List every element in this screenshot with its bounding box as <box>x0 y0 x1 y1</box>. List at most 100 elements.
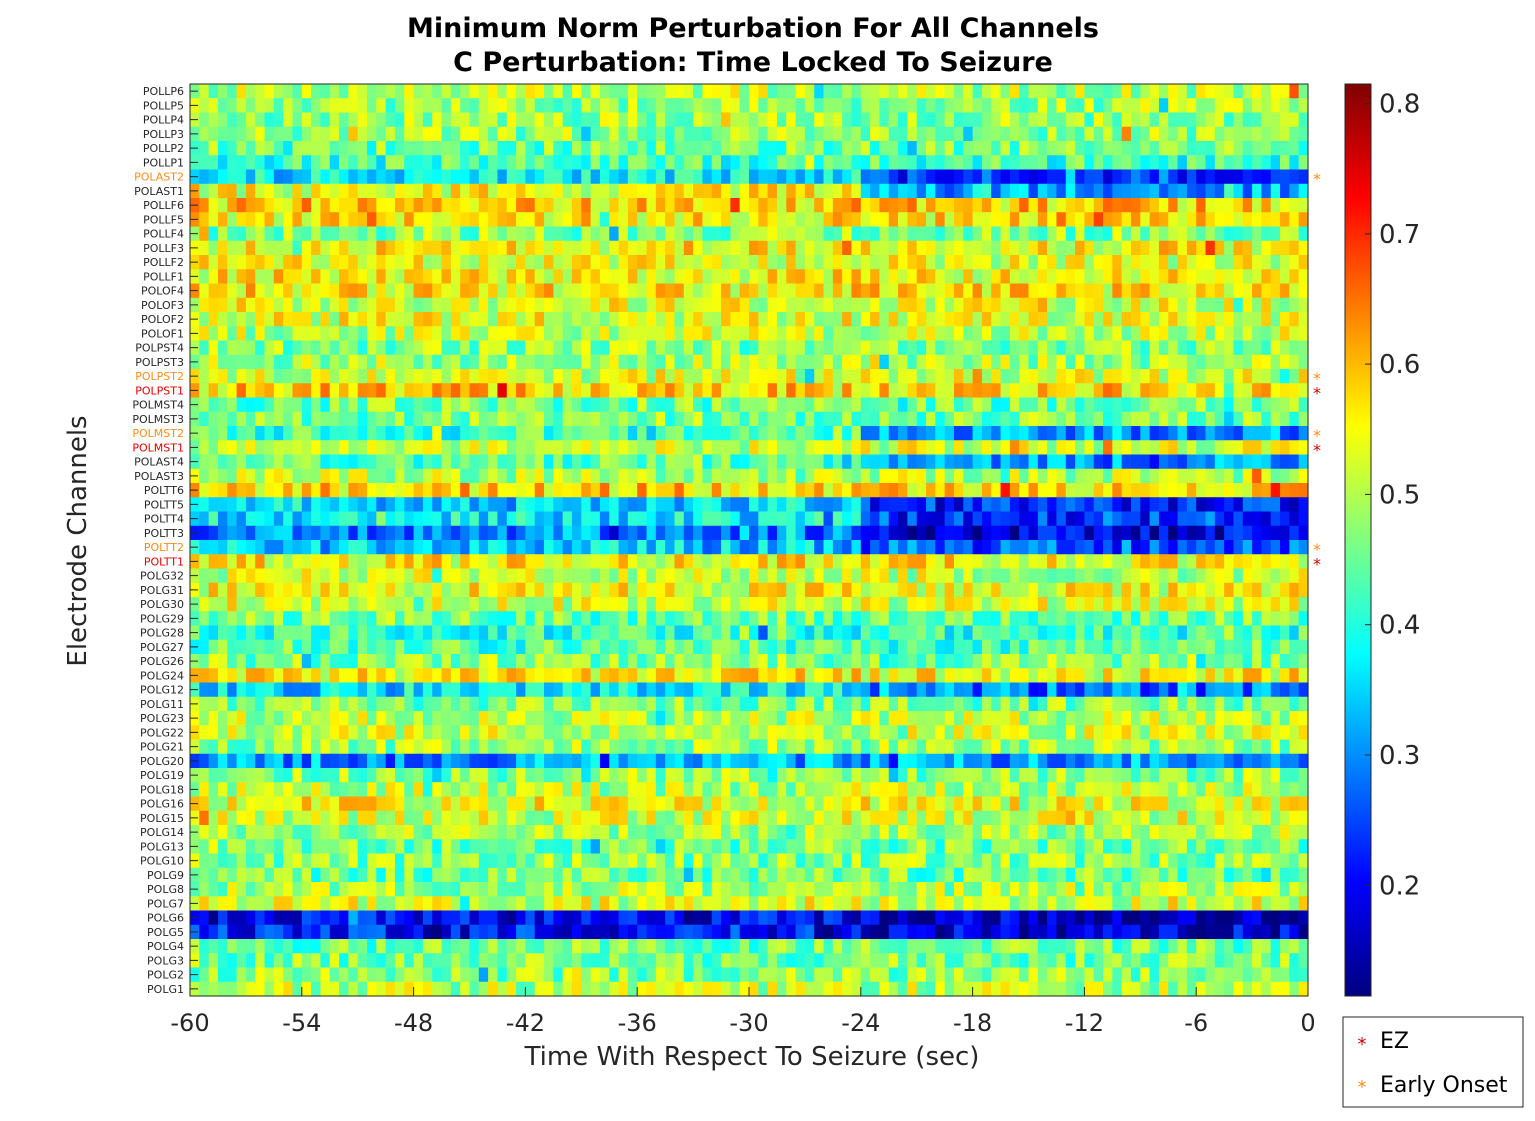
heatmap-cell <box>730 84 741 99</box>
heatmap-cell <box>916 554 927 570</box>
heatmap-cell <box>199 411 210 427</box>
heatmap-cell <box>963 611 974 627</box>
heatmap-cell <box>814 540 825 555</box>
heatmap-cell <box>1205 84 1216 99</box>
heatmap-cell <box>329 269 340 285</box>
heatmap-cell <box>199 454 210 470</box>
heatmap-cell <box>702 554 713 570</box>
heatmap-cell <box>320 483 331 498</box>
heatmap-cell <box>292 326 303 342</box>
heatmap-cell <box>1056 369 1067 384</box>
heatmap-cell <box>516 540 526 555</box>
heatmap-cell <box>758 411 769 427</box>
heatmap-cell <box>711 84 722 99</box>
heatmap-cell <box>1270 169 1281 185</box>
heatmap-cell <box>264 654 275 669</box>
heatmap-cell <box>1261 126 1272 142</box>
heatmap-cell <box>367 554 377 570</box>
heatmap-cell <box>273 568 284 584</box>
heatmap-cell <box>907 198 918 213</box>
heatmap-cell <box>888 639 899 655</box>
heatmap-cell <box>758 511 769 527</box>
heatmap-cell <box>329 497 340 513</box>
heatmap-cell <box>1196 511 1207 527</box>
heatmap-cell <box>823 141 834 156</box>
heatmap-cell <box>217 625 228 641</box>
heatmap-cell <box>804 597 815 612</box>
heatmap-cell <box>376 582 387 598</box>
heatmap-cell <box>264 611 275 627</box>
heatmap-cell <box>898 511 908 527</box>
heatmap-cell <box>1009 625 1020 641</box>
heatmap-cell <box>730 183 741 199</box>
heatmap-cell <box>879 155 890 171</box>
heatmap-cell <box>357 255 368 270</box>
heatmap-cell <box>273 454 284 470</box>
heatmap-cell <box>497 468 508 484</box>
heatmap-cell <box>1056 483 1067 498</box>
heatmap-cell <box>394 212 405 228</box>
heatmap-cell <box>832 354 843 370</box>
heatmap-cell <box>1121 440 1132 456</box>
heatmap-cell <box>702 326 713 342</box>
heatmap-cell <box>478 411 489 427</box>
heatmap-cell <box>199 141 210 156</box>
heatmap-cell <box>544 340 554 356</box>
heatmap-cell <box>786 554 797 570</box>
heatmap-cell <box>1168 283 1179 299</box>
heatmap-cell <box>590 483 601 498</box>
heatmap-cell <box>916 354 927 370</box>
heatmap-cell <box>236 169 247 185</box>
heatmap-cell <box>674 269 685 285</box>
heatmap-cell <box>823 540 834 555</box>
heatmap-cell <box>851 112 862 128</box>
heatmap-cell <box>422 639 433 655</box>
heatmap-cell <box>842 525 853 541</box>
heatmap-cell <box>981 112 992 128</box>
heatmap-cell <box>730 597 741 612</box>
heatmap-cell <box>711 497 722 513</box>
heatmap-cell <box>367 468 377 484</box>
heatmap-cell <box>199 169 210 185</box>
heatmap-cell <box>385 597 396 612</box>
heatmap-cell <box>329 169 340 185</box>
heatmap-cell <box>888 226 899 242</box>
heatmap-cell <box>907 568 918 584</box>
heatmap-cell <box>767 212 778 228</box>
heatmap-cell <box>683 668 694 684</box>
heatmap-cell <box>1196 369 1207 384</box>
heatmap-cell <box>730 112 741 128</box>
heatmap-cell <box>739 511 750 527</box>
heatmap-cell <box>907 226 918 242</box>
heatmap-cell <box>702 568 713 584</box>
heatmap-cell <box>497 611 508 627</box>
heatmap-cell <box>1149 354 1160 370</box>
heatmap-cell <box>1177 198 1188 213</box>
heatmap-cell <box>739 582 750 598</box>
heatmap-cell <box>1065 483 1076 498</box>
heatmap-cell <box>721 625 731 641</box>
heatmap-cell <box>199 540 210 555</box>
heatmap-cell <box>842 212 853 228</box>
heatmap-cell <box>562 611 573 627</box>
heatmap-cell <box>227 639 238 655</box>
heatmap-cell <box>339 540 349 555</box>
heatmap-cell <box>944 354 955 370</box>
heatmap-cell <box>1252 240 1263 256</box>
heatmap-cell <box>534 169 545 185</box>
heatmap-cell <box>888 525 899 541</box>
heatmap-cell <box>348 169 359 185</box>
heatmap-cell <box>739 269 750 285</box>
heatmap-cell <box>311 112 322 128</box>
heatmap-cell <box>1084 426 1095 441</box>
heatmap-cell <box>394 426 405 441</box>
heatmap-cell <box>450 326 461 342</box>
heatmap-cell <box>1112 312 1123 327</box>
heatmap-cell <box>506 654 517 669</box>
heatmap-cell <box>1298 141 1309 156</box>
heatmap-cell <box>609 283 620 299</box>
heatmap-cell <box>1000 625 1011 641</box>
heatmap-cell <box>394 511 405 527</box>
heatmap-cell <box>404 597 415 612</box>
heatmap-cell <box>1075 312 1085 327</box>
